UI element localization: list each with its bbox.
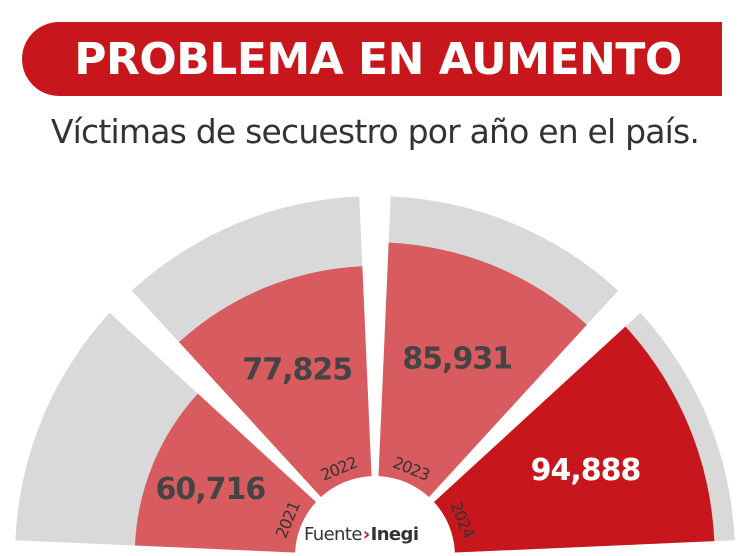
bar-2023 <box>378 242 587 498</box>
chart-title: PROBLEMA EN AUMENTO <box>74 33 682 85</box>
chart-subtitle: Víctimas de secuestro por año en el país… <box>50 112 700 151</box>
bar-2021 <box>134 393 317 553</box>
source-label: Fuente <box>304 524 362 545</box>
bar-2024 <box>433 326 715 553</box>
value-label-2021: 60,716 <box>156 472 266 507</box>
source-org: Inegi <box>370 524 419 545</box>
title-banner: PROBLEMA EN AUMENTO <box>22 22 722 96</box>
source-note: Fuente›Inegi <box>304 524 419 545</box>
source-arrow-icon: › <box>362 524 370 545</box>
value-label-2024: 94,888 <box>531 453 641 488</box>
value-label-2023: 85,931 <box>402 342 512 377</box>
value-label-2022: 77,825 <box>242 352 352 387</box>
bar-2022 <box>179 266 372 498</box>
